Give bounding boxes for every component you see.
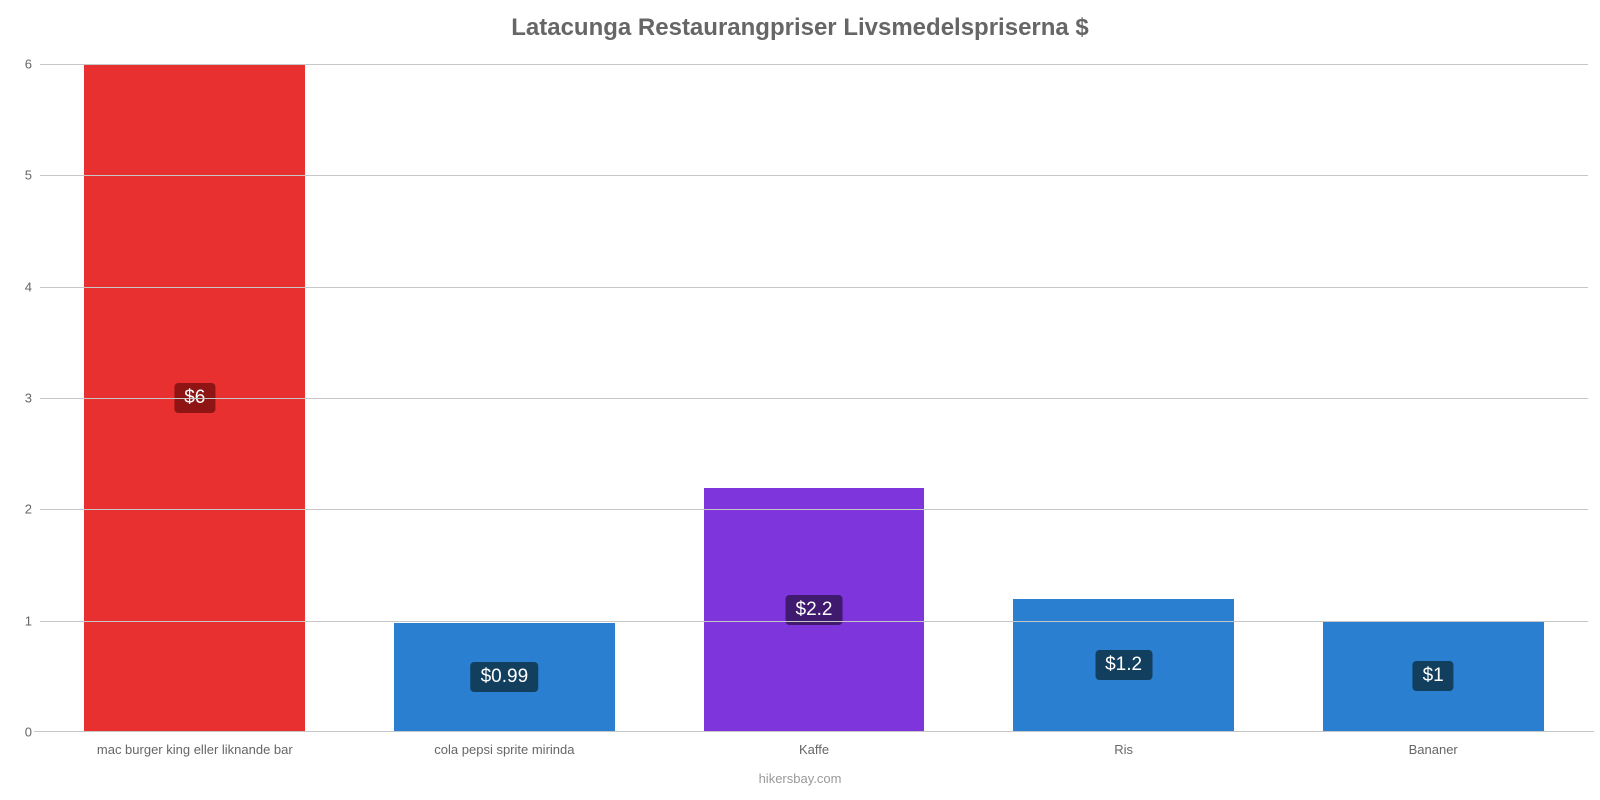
grid-line <box>40 64 1588 65</box>
price-bar-chart: Latacunga Restaurangpriser Livsmedelspri… <box>0 0 1600 800</box>
y-tick-label: 0 <box>25 725 40 740</box>
chart-title: Latacunga Restaurangpriser Livsmedelspri… <box>0 14 1600 42</box>
y-tick-label: 5 <box>25 168 40 183</box>
x-tick-label: Kaffe <box>799 732 829 757</box>
y-tick-label: 3 <box>25 391 40 406</box>
x-tick-label: Bananer <box>1409 732 1458 757</box>
bar-value-label: $1 <box>1413 661 1454 691</box>
x-tick-label: Ris <box>1114 732 1133 757</box>
x-tick-label: cola pepsi sprite mirinda <box>434 732 574 757</box>
grid-line <box>40 509 1588 510</box>
grid-line <box>40 621 1588 622</box>
grid-line <box>40 287 1588 288</box>
bar-value-label: $0.99 <box>471 662 539 692</box>
y-tick-label: 2 <box>25 502 40 517</box>
x-tick-label: mac burger king eller liknande bar <box>97 732 293 757</box>
y-tick-label: 6 <box>25 57 40 72</box>
grid-line <box>40 175 1588 176</box>
y-tick-label: 1 <box>25 613 40 628</box>
plot-area: $6$0.99$2.2$1.2$1 0123456mac burger king… <box>40 64 1588 732</box>
grid-line <box>40 398 1588 399</box>
bar-value-label: $1.2 <box>1095 650 1152 680</box>
chart-caption: hikersbay.com <box>0 771 1600 786</box>
y-tick-label: 4 <box>25 279 40 294</box>
